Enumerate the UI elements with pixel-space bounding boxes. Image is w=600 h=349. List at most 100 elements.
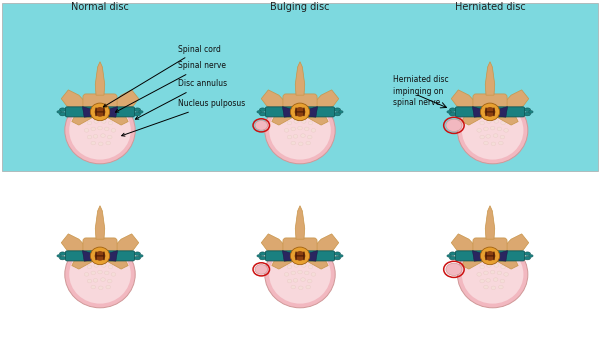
Ellipse shape (485, 107, 496, 117)
FancyBboxPatch shape (296, 111, 304, 112)
Polygon shape (283, 106, 292, 117)
Ellipse shape (480, 279, 484, 283)
Polygon shape (311, 234, 339, 255)
Text: Herniated disc
impinging on
spinal nerve: Herniated disc impinging on spinal nerve (393, 75, 449, 107)
Ellipse shape (294, 120, 299, 123)
Ellipse shape (306, 285, 311, 289)
Ellipse shape (104, 271, 109, 275)
Ellipse shape (298, 126, 302, 130)
FancyBboxPatch shape (493, 107, 494, 116)
Ellipse shape (260, 252, 266, 255)
Ellipse shape (486, 279, 490, 282)
Ellipse shape (493, 278, 498, 281)
Ellipse shape (524, 108, 530, 111)
Ellipse shape (106, 285, 110, 289)
Ellipse shape (308, 121, 313, 125)
Ellipse shape (497, 271, 502, 275)
Ellipse shape (303, 113, 308, 117)
Ellipse shape (524, 256, 530, 260)
Ellipse shape (257, 111, 261, 113)
Ellipse shape (488, 258, 493, 261)
Ellipse shape (94, 263, 98, 267)
Ellipse shape (101, 263, 106, 267)
Ellipse shape (287, 279, 292, 283)
Polygon shape (283, 251, 292, 261)
Ellipse shape (304, 271, 309, 275)
Ellipse shape (480, 121, 484, 125)
Ellipse shape (93, 279, 98, 282)
Ellipse shape (307, 135, 312, 139)
Ellipse shape (446, 119, 462, 132)
Polygon shape (272, 111, 292, 125)
Ellipse shape (87, 135, 92, 139)
Ellipse shape (481, 247, 500, 265)
Polygon shape (485, 62, 495, 95)
Ellipse shape (84, 128, 89, 132)
Ellipse shape (98, 270, 103, 274)
Ellipse shape (293, 279, 298, 282)
Ellipse shape (295, 107, 305, 117)
Ellipse shape (484, 141, 488, 145)
Ellipse shape (134, 256, 140, 260)
FancyBboxPatch shape (265, 251, 335, 261)
Ellipse shape (287, 121, 292, 125)
Polygon shape (109, 111, 128, 125)
Polygon shape (308, 111, 328, 125)
Ellipse shape (291, 127, 296, 131)
Ellipse shape (260, 256, 266, 260)
Ellipse shape (480, 135, 484, 139)
FancyBboxPatch shape (83, 238, 117, 261)
Ellipse shape (93, 134, 98, 138)
Ellipse shape (449, 252, 455, 255)
Ellipse shape (298, 142, 303, 146)
FancyBboxPatch shape (486, 231, 494, 242)
Ellipse shape (87, 279, 92, 283)
Ellipse shape (59, 108, 65, 111)
FancyBboxPatch shape (296, 87, 304, 98)
FancyBboxPatch shape (96, 231, 104, 242)
Ellipse shape (501, 121, 505, 125)
Ellipse shape (95, 251, 106, 261)
Ellipse shape (269, 245, 331, 304)
FancyBboxPatch shape (486, 111, 494, 112)
Ellipse shape (291, 285, 296, 289)
Ellipse shape (95, 107, 106, 117)
FancyBboxPatch shape (65, 251, 134, 261)
Polygon shape (462, 255, 482, 269)
FancyBboxPatch shape (65, 107, 134, 117)
Polygon shape (451, 234, 479, 255)
Ellipse shape (529, 254, 533, 257)
Polygon shape (499, 255, 518, 269)
Polygon shape (498, 106, 508, 117)
Ellipse shape (295, 251, 305, 261)
Ellipse shape (287, 135, 292, 139)
Ellipse shape (139, 254, 143, 257)
Ellipse shape (103, 113, 107, 117)
Polygon shape (61, 90, 89, 111)
Polygon shape (82, 251, 92, 261)
Ellipse shape (311, 128, 316, 132)
FancyBboxPatch shape (83, 94, 117, 118)
Ellipse shape (255, 120, 268, 130)
Bar (2, 3, 598, 171)
Polygon shape (295, 62, 305, 95)
FancyBboxPatch shape (296, 231, 304, 242)
Ellipse shape (91, 103, 110, 121)
FancyBboxPatch shape (295, 252, 296, 260)
Polygon shape (501, 234, 529, 255)
FancyBboxPatch shape (486, 255, 494, 257)
Ellipse shape (290, 247, 310, 265)
FancyBboxPatch shape (95, 107, 97, 116)
Ellipse shape (529, 111, 533, 113)
Ellipse shape (449, 108, 455, 111)
FancyBboxPatch shape (265, 107, 335, 117)
Ellipse shape (447, 111, 451, 113)
Ellipse shape (87, 265, 92, 269)
Text: Bulging disc: Bulging disc (270, 2, 330, 12)
FancyBboxPatch shape (485, 107, 487, 116)
Ellipse shape (91, 141, 95, 145)
Ellipse shape (106, 141, 110, 145)
FancyBboxPatch shape (283, 94, 317, 118)
Ellipse shape (95, 258, 100, 261)
Ellipse shape (301, 263, 306, 267)
